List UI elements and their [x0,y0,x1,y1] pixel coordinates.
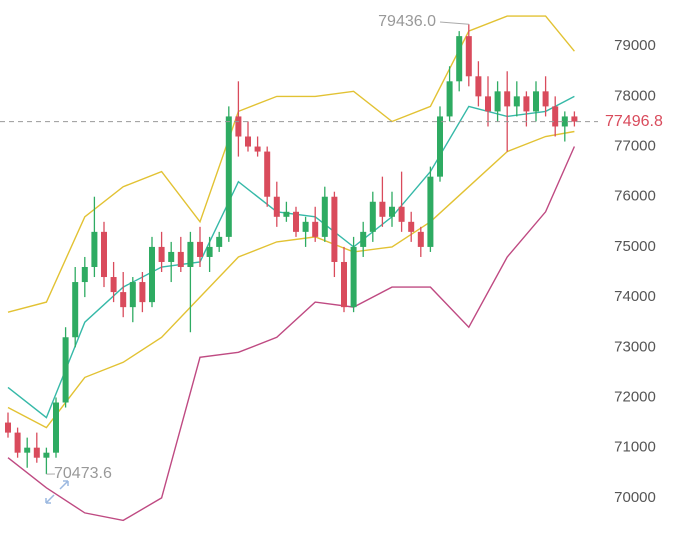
max-marker-label: 79436.0 [378,13,436,30]
y-tick-label: 71000 [614,439,656,456]
indicator-line [7,146,576,522]
candle-body [43,452,50,458]
candle-body [62,337,69,403]
candle-body [245,136,251,147]
candle-body [456,36,463,82]
candle-body [110,277,117,293]
y-tick-label: 70000 [614,489,656,506]
candle-body [561,116,568,127]
candle-body [225,116,232,237]
candle-body [206,246,213,257]
candle-body [293,211,299,232]
candle-body [552,106,559,127]
candle-body [389,206,395,217]
candle-body [408,221,415,232]
y-tick-label: 75000 [614,238,656,255]
candle-body [513,96,520,107]
candle-body [14,432,21,453]
candle-body [139,282,146,303]
candle-body [273,196,280,217]
candle-body [379,201,386,217]
y-tick-label: 73000 [614,338,656,355]
candle-body [235,116,242,137]
last-price-box [598,109,687,134]
candle-body [264,151,271,197]
max-marker-line [439,21,469,25]
candle-body [177,251,184,267]
candle-body [91,231,98,267]
candle-body [341,261,347,308]
candle-body [485,96,491,112]
candle-body [33,447,40,458]
indicator-line [7,130,575,429]
candle-body [53,402,59,453]
candle-body [533,91,539,112]
indicator-line [7,15,575,313]
candle-body [417,231,424,247]
candle-body [168,251,175,262]
candle-body [465,36,472,77]
candle-body [101,231,107,278]
candle-body [197,241,203,257]
candle-body [120,292,127,308]
candle-body [331,196,338,262]
candle-body [72,282,79,338]
last-price-label: 77496.8 [605,113,663,130]
candle-body [187,241,194,267]
candle-body [158,246,165,262]
y-tick-label: 76000 [614,188,656,205]
candle-body [475,76,482,97]
candle-body [494,91,501,112]
candle-body [216,236,223,247]
candle-body [427,176,434,247]
candle-body [523,96,530,112]
candle-body [129,282,136,308]
candle-body [398,206,405,222]
y-tick-label: 72000 [614,388,656,405]
candle-body [149,246,155,303]
min-marker-label: 70473.6 [54,465,112,482]
y-tick-label: 79000 [614,37,656,54]
candle-body [321,196,328,237]
candle-body [312,221,319,237]
candle-body [350,246,357,308]
candle-body [571,116,578,122]
candle-body [5,422,11,433]
candle-body [254,146,261,152]
candle-body [504,91,511,107]
expand-icon [45,480,69,504]
candle-body [542,91,549,107]
candle-body [360,231,367,247]
candle-body [283,211,290,217]
candle-body [369,201,376,232]
candle-body [81,266,88,283]
candle-body [24,447,31,453]
y-tick-label: 74000 [614,288,656,305]
y-tick-label: 77000 [614,138,656,155]
candle-body [302,221,309,232]
y-tick-label: 78000 [614,87,656,104]
candle-body [446,81,453,117]
candle-body [437,116,443,177]
